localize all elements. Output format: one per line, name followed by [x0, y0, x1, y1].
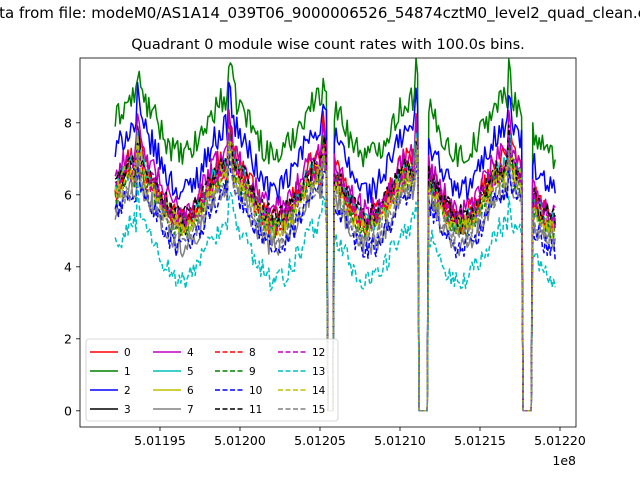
y-tick-label: 8 — [64, 115, 72, 130]
series-line-14 — [114, 135, 556, 412]
legend-label-7: 7 — [187, 404, 194, 416]
y-tick-label: 4 — [64, 259, 72, 274]
legend-label-8: 8 — [249, 347, 256, 359]
series-line-11 — [114, 124, 556, 412]
x-tick-label: 5.01210 — [374, 433, 426, 448]
suptitle: Data from file: modeM0/AS1A14_039T06_900… — [0, 4, 640, 23]
series-layer — [114, 58, 556, 412]
y-tick-label: 2 — [64, 331, 72, 346]
x-tick-label: 5.01200 — [214, 433, 266, 448]
plot-frame — [79, 57, 577, 428]
series-line-12 — [114, 132, 556, 412]
x-tick-label: 5.01205 — [294, 433, 346, 448]
series-line-10 — [114, 152, 556, 412]
series-line-4 — [114, 109, 556, 412]
axis-ticks: 5.01195 5.01200 5.01205 5.01210 5.01215 5.012… — [64, 115, 586, 448]
legend-label-2: 2 — [124, 385, 131, 397]
legend-label-11: 11 — [249, 404, 262, 416]
legend-label-10: 10 — [249, 385, 262, 397]
legend-box — [85, 338, 339, 422]
legend-label-12: 12 — [312, 347, 325, 359]
legend-label-14: 14 — [312, 385, 326, 397]
x-tick-label: 5.01220 — [534, 433, 586, 448]
series-line-13 — [114, 180, 556, 412]
legend-label-6: 6 — [187, 385, 194, 397]
y-tick-label: 6 — [64, 187, 72, 202]
legend-label-3: 3 — [124, 404, 131, 416]
series-line-15 — [114, 140, 556, 412]
legend-label-1: 1 — [124, 366, 131, 378]
x-tick-label: 5.01215 — [454, 433, 506, 448]
legend-label-13: 13 — [312, 366, 325, 378]
x-offset-label: 1e8 — [552, 453, 576, 468]
legend-label-4: 4 — [187, 347, 194, 359]
chart-title: Quadrant 0 module wise count rates with … — [131, 37, 525, 53]
x-tick-label: 5.01195 — [134, 433, 186, 448]
y-tick-label: 0 — [64, 403, 72, 418]
legend-label-5: 5 — [187, 366, 194, 378]
legend-label-0: 0 — [124, 347, 131, 359]
legend-label-15: 15 — [312, 404, 325, 416]
series-line-2 — [114, 81, 556, 412]
series-line-1 — [114, 58, 556, 412]
legend-label-9: 9 — [249, 366, 256, 378]
